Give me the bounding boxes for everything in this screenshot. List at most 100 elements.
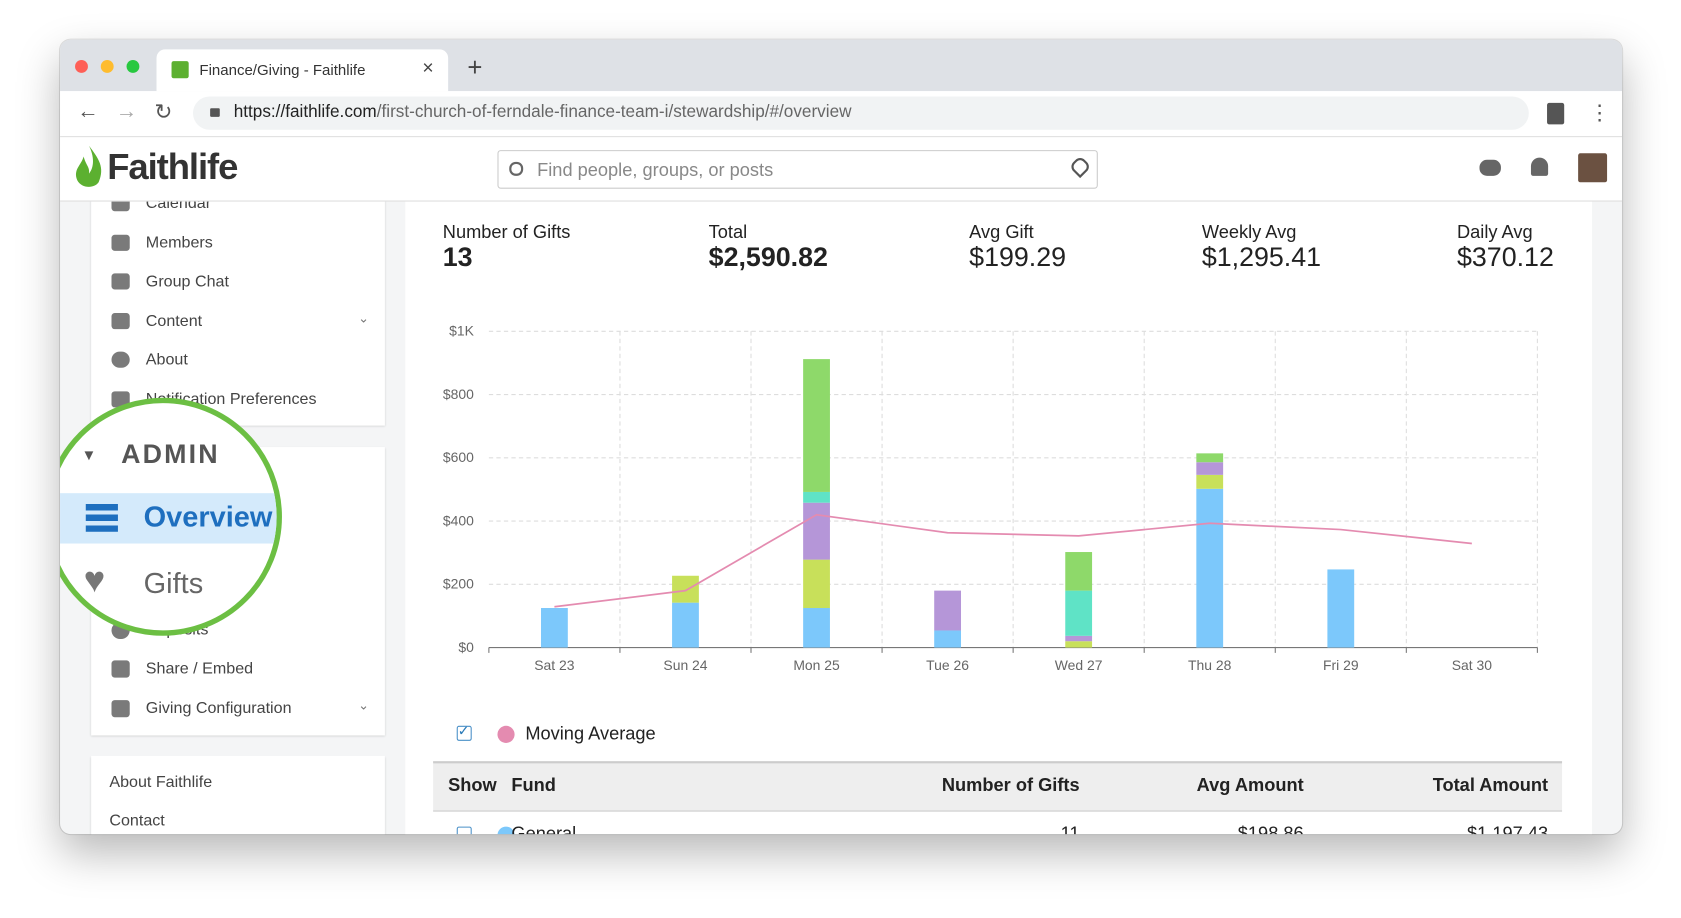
avatar[interactable] [1578, 153, 1608, 183]
y-tick-label: $200 [443, 576, 474, 592]
nav-item[interactable]: Content [145, 311, 203, 331]
lock-icon [210, 108, 220, 117]
zoom-dot[interactable] [126, 60, 140, 73]
stat-value: $2,590.82 [708, 242, 828, 273]
bar-segment [934, 630, 962, 648]
forward-button[interactable]: → [115, 99, 138, 124]
stat-label: Daily Avg [1456, 221, 1533, 243]
nav-icon [111, 660, 130, 678]
x-tick-label: Sat 30 [1452, 657, 1493, 673]
table-cell: $1,197.43 [1467, 823, 1549, 835]
chat-icon[interactable] [1479, 159, 1501, 176]
legend-swatch [497, 725, 515, 743]
stat-label: Weekly Avg [1201, 221, 1297, 243]
bar-segment [1196, 474, 1224, 489]
footer-link[interactable]: About Faithlife [109, 772, 213, 792]
y-tick-label: $800 [443, 386, 474, 402]
nav-icon [111, 700, 130, 718]
tab[interactable] [156, 49, 449, 92]
y-tick-label: $1K [449, 323, 474, 339]
stat-label: Number of Gifts [442, 221, 571, 243]
column-header: Fund [511, 775, 556, 796]
stat-label: Avg Gift [969, 221, 1034, 243]
stat-value: 13 [442, 242, 473, 273]
row-checkbox[interactable] [456, 826, 472, 835]
bar-segment [803, 608, 830, 648]
bar-segment [672, 602, 699, 648]
moving-average-line [554, 513, 1472, 608]
tab-close[interactable]: × [422, 56, 434, 79]
x-tick-label: Sun 24 [663, 657, 707, 673]
column-header: Avg Amount [1196, 775, 1304, 796]
bar-segment [803, 359, 830, 492]
search-icon [509, 161, 524, 176]
nav-icon [111, 234, 130, 251]
overview-item[interactable]: Overview [143, 500, 273, 533]
chart: $0 $200 $400 $600 $800 $1K Sat 23 Sun 24 Mon 25 T… [443, 323, 1538, 673]
logo-text[interactable]: Faithlife [107, 146, 238, 188]
bar-segment [1327, 569, 1355, 648]
column-header: Total Amount [1432, 775, 1549, 796]
url: https://faithlife.com/first-church-of-fe… [234, 103, 852, 122]
footer-link[interactable]: Contact [109, 811, 165, 830]
bar-segment [1065, 635, 1093, 642]
checkmark: ✓ [457, 722, 470, 739]
stat-label: Total [708, 221, 748, 243]
sidebar-card [91, 189, 385, 426]
minimize-dot[interactable] [100, 60, 114, 73]
main-panel [405, 200, 1593, 835]
admin-label: ADMIN [121, 439, 220, 470]
nav-item[interactable]: Giving Configuration [145, 699, 292, 718]
search-placeholder: Find people, groups, or posts [537, 159, 774, 181]
nav-item[interactable]: Group Chat [145, 272, 229, 291]
nav-icon [111, 351, 130, 368]
bell-icon[interactable] [1530, 157, 1549, 176]
x-tick-label: Sat 23 [534, 657, 575, 673]
bar-segment [934, 590, 962, 631]
collapse-arrow[interactable]: ▼ [81, 445, 97, 464]
y-tick-label: $600 [443, 449, 474, 465]
flame-path [76, 145, 102, 187]
chevron[interactable]: ⌄ [358, 310, 369, 326]
x-tick-label: Wed 27 [1055, 657, 1103, 673]
chevron[interactable]: ⌄ [358, 697, 369, 713]
column-header: Show [448, 775, 497, 796]
nav-icon [111, 273, 130, 290]
bar-segment [1065, 590, 1093, 636]
x-tick-label: Thu 28 [1188, 657, 1232, 673]
close-dot[interactable] [75, 60, 88, 73]
y-tick-label: $0 [458, 639, 474, 655]
stat-value: $199.29 [969, 242, 1067, 273]
nav-item[interactable]: About [145, 350, 188, 369]
nav-item[interactable]: Share / Embed [145, 659, 254, 678]
new-tab[interactable]: + [467, 53, 483, 83]
search-box[interactable] [497, 150, 1098, 189]
url-host: https://faithlife.com [233, 102, 377, 122]
url-path: /first-church-of-ferndale-finance-team-i… [376, 102, 852, 122]
nav-item[interactable]: Members [145, 233, 213, 252]
stat-value: $370.12 [1456, 242, 1554, 273]
tab-favicon [171, 61, 189, 79]
extension-icon[interactable] [1547, 102, 1565, 125]
gifts-item[interactable]: Gifts [143, 567, 204, 600]
y-tick-label: $400 [443, 512, 474, 528]
bar-segment [672, 575, 699, 603]
gifts-icon: ♥ [83, 559, 106, 601]
x-tick-label: Tue 26 [926, 657, 969, 673]
menu-button[interactable]: ⋮ [1588, 101, 1611, 126]
zoom-lens: ▼ ADMIN Overview ♥ Gifts [60, 397, 282, 636]
url-bar[interactable] [192, 96, 1529, 130]
bar-segment [1065, 552, 1093, 591]
bar-segment [1196, 453, 1224, 463]
bar-segment [1196, 462, 1224, 475]
legend-label: Moving Average [525, 723, 656, 745]
browser-window: Finance/Giving - Faithlife × + ← → ↻ htt… [60, 39, 1623, 835]
back-button[interactable]: ← [77, 99, 99, 124]
bar-segment [1196, 488, 1224, 648]
legend-checkbox[interactable] [456, 725, 472, 741]
table-cell: 11 [1060, 823, 1080, 835]
table-cell: $198.86 [1237, 823, 1304, 835]
reload-button[interactable]: ↻ [154, 100, 173, 125]
